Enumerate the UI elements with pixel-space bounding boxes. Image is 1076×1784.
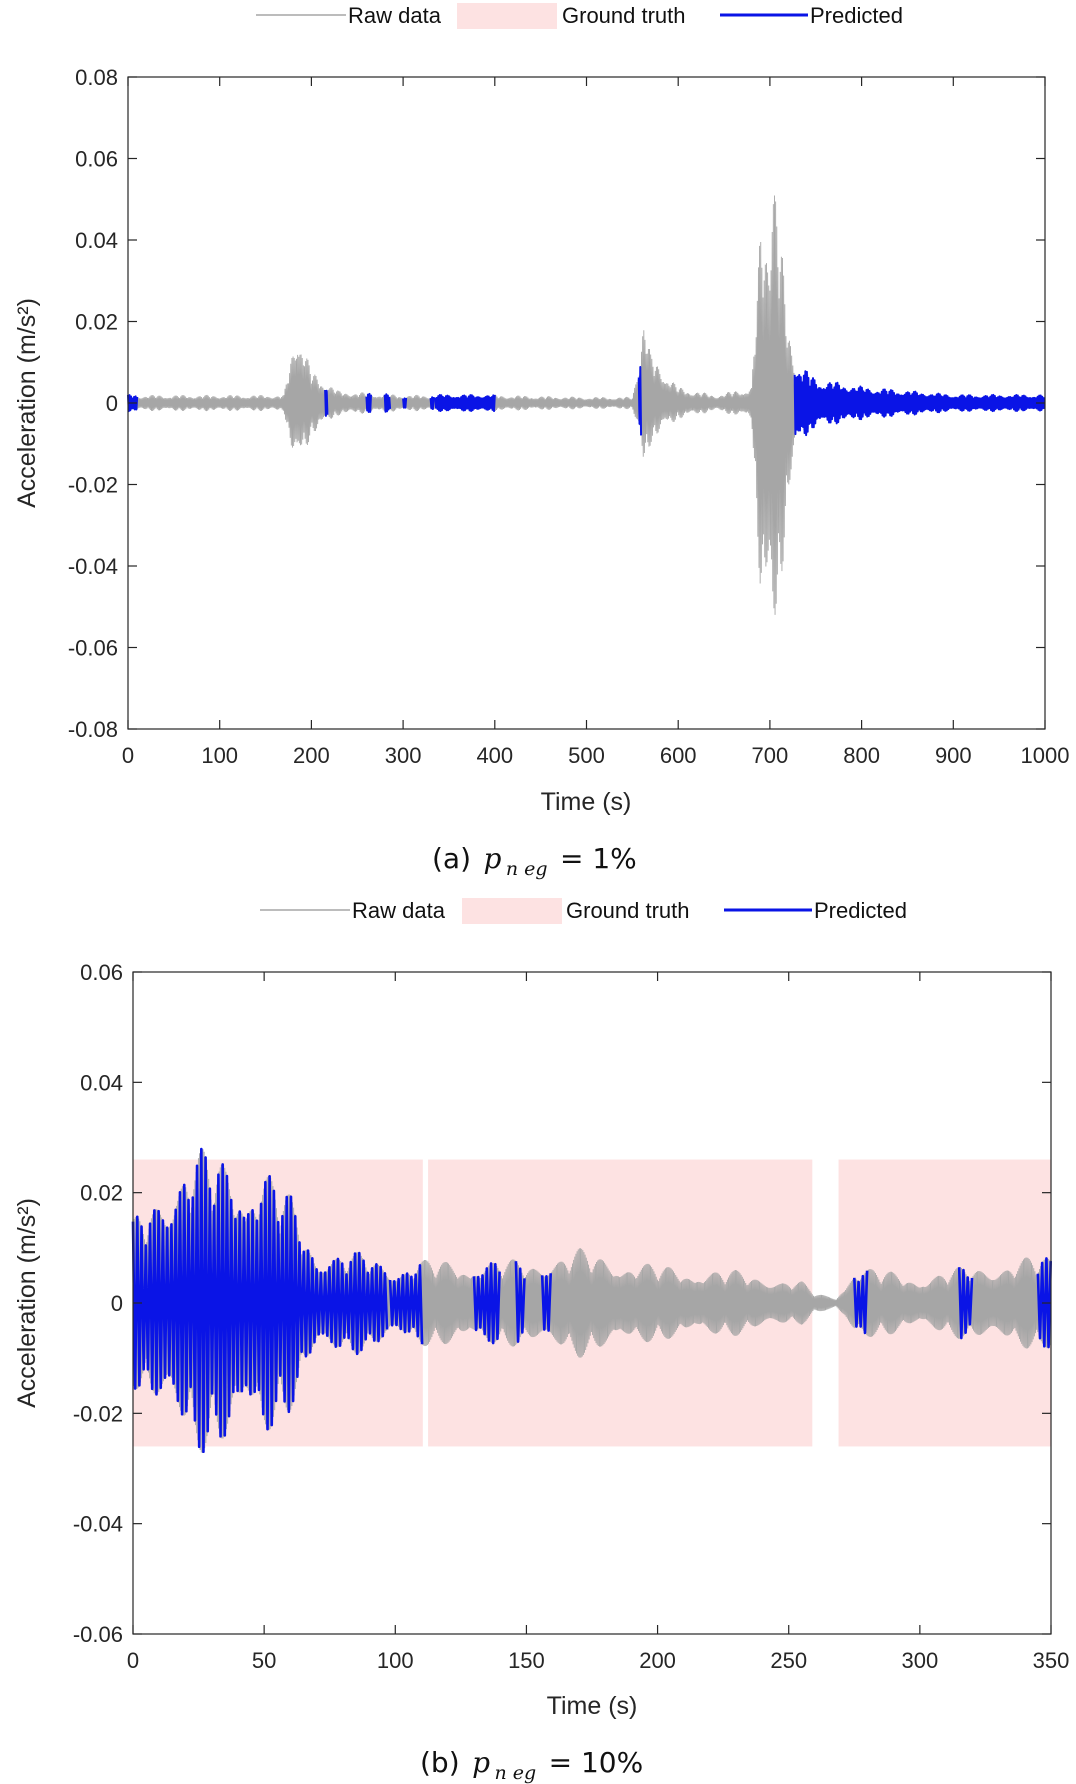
predicted-segment [637, 365, 643, 436]
predicted-segment [429, 396, 435, 411]
caption-a-label: (a) [432, 842, 471, 875]
y-ticks-a: -0.08 -0.06 -0.04 -0.02 0 0.02 0.04 0.06 0.08 [68, 65, 1045, 742]
predicted-segment [1036, 1257, 1052, 1349]
plot-area-a: 0 100 200 300 400 500 600 700 800 900 1000 -0.08-0… [68, 65, 1070, 768]
predicted-segment [131, 1147, 389, 1454]
caption-a-subscript: n eg [506, 858, 548, 880]
y-tick-label: -0.04 [68, 554, 118, 579]
caption-b: (b) p n eg = 10% [420, 1746, 643, 1784]
x-tick-label: 0 [122, 743, 134, 768]
legend-truth-label: Ground truth [566, 898, 690, 923]
legend-predicted-label: Predicted [810, 3, 903, 28]
x-tick-label: 900 [935, 743, 972, 768]
x-tick-label: 800 [843, 743, 880, 768]
y-axis-label-a: Acceleration (m/s²) [13, 298, 41, 508]
panel-a: Raw data Ground truth Predicted 0 100 200 3… [13, 3, 1069, 880]
legend-b: Raw data Ground truth Predicted [260, 898, 907, 924]
x-tick-label: 250 [770, 1648, 807, 1673]
predicted-segment [540, 1273, 553, 1332]
predicted-segment [365, 392, 372, 413]
legend-raw-label: Raw data [352, 898, 446, 923]
legend-raw-label: Raw data [348, 3, 442, 28]
y-tick-label: 0.06 [80, 960, 123, 985]
predicted-segment [514, 1261, 526, 1343]
caption-b-value: = 10% [549, 1746, 644, 1779]
predicted-segment [383, 393, 392, 413]
x-tick-label: 100 [377, 1648, 414, 1673]
caption-a-value: = 1% [560, 842, 637, 875]
x-tick-label: 300 [901, 1648, 938, 1673]
caption-b-subscript: n eg [494, 1762, 536, 1784]
predicted-segment [472, 1262, 501, 1345]
x-tick-label: 50 [252, 1648, 276, 1673]
y-tick-label: -0.08 [68, 717, 118, 742]
x-tick-label: 0 [127, 1648, 139, 1673]
y-axis-label-b: Acceleration (m/s²) [13, 1198, 41, 1408]
x-tick-label: 150 [508, 1648, 545, 1673]
x-axis-label-b: Time (s) [547, 1692, 638, 1720]
y-tick-label: 0.02 [75, 310, 118, 335]
y-tick-label: 0.08 [75, 65, 118, 90]
y-tick-label: 0 [106, 391, 118, 416]
legend-truth-label: Ground truth [562, 3, 686, 28]
y-tick-label: -0.06 [68, 636, 118, 661]
y-tick-label: 0.06 [75, 147, 118, 172]
y-tick-label: 0.04 [75, 228, 118, 253]
x-tick-label: 1000 [1021, 743, 1070, 768]
caption-a-symbol: p [483, 842, 501, 875]
predicted-segment [434, 394, 496, 413]
x-tick-label: 300 [385, 743, 422, 768]
x-tick-label: 200 [639, 1648, 676, 1673]
predicted-segment [127, 394, 139, 413]
x-tick-label: 600 [660, 743, 697, 768]
predicted-segment [793, 370, 1046, 437]
predicted-segment [324, 389, 329, 417]
caption-a: (a) p n eg = 1% [432, 842, 637, 880]
predicted-series-a [127, 365, 1046, 437]
x-tick-label: 200 [293, 743, 330, 768]
caption-b-symbol: p [472, 1746, 490, 1779]
predicted-segment [388, 1263, 424, 1345]
x-tick-label: 500 [568, 743, 605, 768]
predicted-segment [402, 397, 408, 409]
y-tick-label: 0 [111, 1291, 123, 1316]
caption-b-label: (b) [420, 1746, 460, 1779]
panel-b: Raw data Ground truth Predicted 0 50 100 15… [13, 898, 1069, 1784]
y-tick-label: 0.04 [80, 1070, 123, 1095]
legend-truth-swatch [457, 3, 557, 29]
plot-area-b: 0 50 100 150 200 250 300 350 -0.06 -0.04 -0.02 0 0.… [73, 960, 1070, 1673]
x-ticks-a: 0 100 200 300 400 500 600 700 800 900 1000 [122, 77, 1070, 768]
y-tick-label: 0.02 [80, 1181, 123, 1206]
y-ticks-b: -0.06 -0.04 -0.02 0 0.02 0.04 0.06 [73, 960, 1051, 1647]
predicted-segment [852, 1270, 869, 1335]
legend-predicted-label: Predicted [814, 898, 907, 923]
x-tick-label: 700 [752, 743, 789, 768]
y-tick-label: -0.02 [73, 1401, 123, 1426]
x-ticks-b: 0 50 100 150 200 250 300 350 [127, 972, 1069, 1673]
x-tick-label: 350 [1033, 1648, 1070, 1673]
x-tick-label: 100 [201, 743, 238, 768]
legend-truth-swatch [462, 898, 562, 924]
y-tick-label: -0.04 [73, 1512, 123, 1537]
y-tick-label: -0.02 [68, 473, 118, 498]
y-tick-label: -0.06 [73, 1622, 123, 1647]
legend-a: Raw data Ground truth Predicted [256, 3, 903, 29]
x-tick-label: 400 [476, 743, 513, 768]
x-axis-label-a: Time (s) [541, 788, 632, 816]
predicted-segment [957, 1267, 974, 1340]
predicted-series-b [131, 1147, 1052, 1454]
